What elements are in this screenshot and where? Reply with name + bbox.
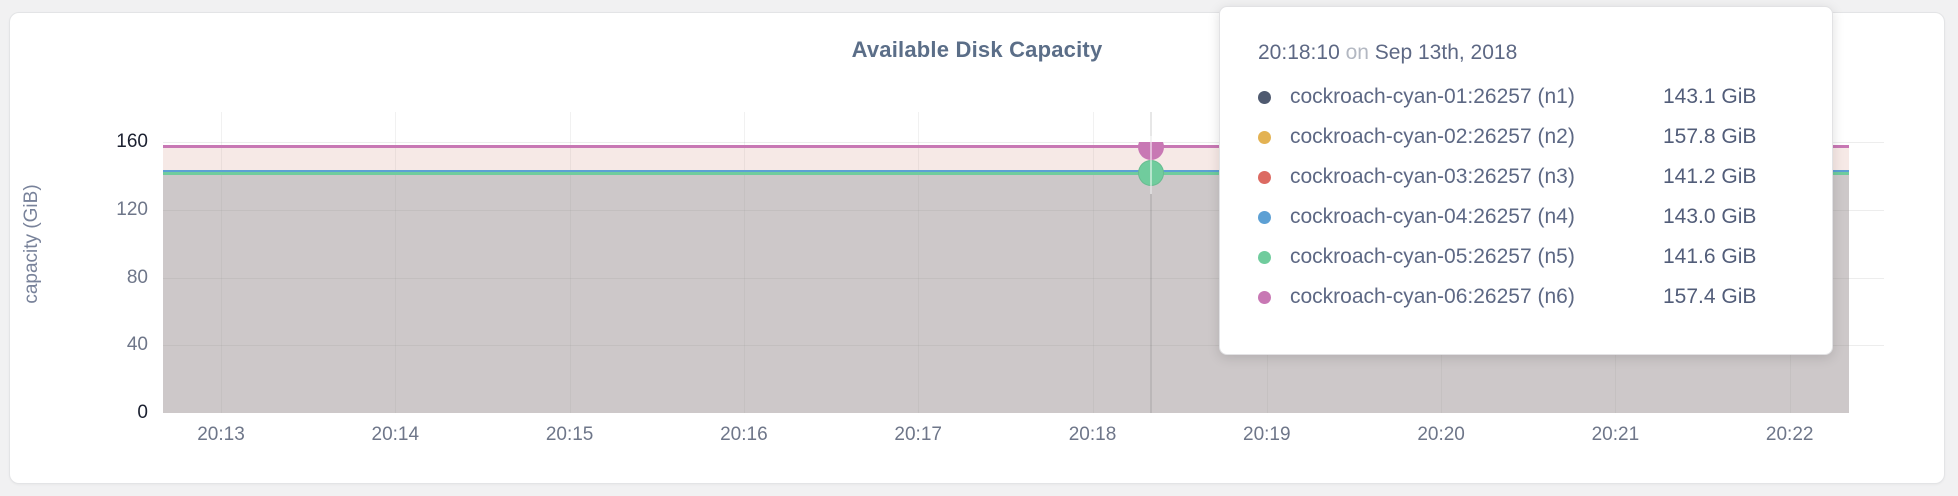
x-tick-label-20:13: 20:13 [197, 424, 245, 445]
series-line-n4 [163, 169, 1849, 173]
tooltip-on-word: on [1345, 41, 1369, 64]
series-line-n6 [163, 145, 1849, 148]
hover-guideline [1150, 112, 1152, 413]
series-value: 157.4 GiB [1663, 285, 1757, 308]
x-tick-label-20:20: 20:20 [1417, 424, 1465, 445]
y-tick-label-120: 120 [116, 198, 148, 220]
x-gridline-20:14 [395, 112, 397, 413]
y-gridline-160 [163, 142, 1884, 144]
y-gridline-40 [163, 345, 1884, 347]
series-color-dot [1258, 130, 1271, 144]
y-tick-label-40: 40 [126, 334, 148, 356]
series-value: 141.2 GiB [1663, 165, 1757, 188]
x-gridline-20:13 [221, 112, 222, 413]
y-tick-label-0: 0 [137, 402, 148, 423]
series-line-n5 [163, 172, 1849, 175]
hover-tooltip: 20:18:10 on Sep 13th, 2018 cockroach-cya… [1219, 6, 1833, 355]
series-color-dot [1258, 210, 1271, 224]
series-name: cockroach-cyan-05:26257 (n5) [1290, 245, 1575, 268]
y-tick-label-160: 160 [116, 131, 148, 153]
series-color-dot [1258, 170, 1271, 184]
x-tick-label-20:15: 20:15 [545, 424, 594, 445]
y-tick-label-80: 80 [126, 266, 148, 288]
series-name: cockroach-cyan-03:26257 (n3) [1290, 165, 1575, 188]
series-color-dot [1258, 290, 1271, 304]
series-name: cockroach-cyan-01:26257 (n1) [1290, 85, 1575, 108]
tooltip-date: Sep 13th, 2018 [1374, 41, 1518, 64]
tooltip-row-n4: cockroach-cyan-04:26257 (n4) 143.0 GiB [1258, 197, 1812, 237]
chart-title: Available Disk Capacity [851, 37, 1103, 62]
tooltip-timestamp: 20:18:10 on Sep 13th, 2018 [1258, 41, 1812, 65]
y-gridline-120 [163, 209, 1884, 211]
hover-guideline-over-markers [1150, 136, 1152, 195]
series-name: cockroach-cyan-04:26257 (n4) [1290, 205, 1575, 228]
series-value: 143.1 GiB [1663, 85, 1757, 108]
x-tick-label-20:19: 20:19 [1243, 424, 1291, 445]
tooltip-row-n1: cockroach-cyan-01:26257 (n1) 143.1 GiB [1258, 77, 1812, 117]
tooltip-series-list: cockroach-cyan-01:26257 (n1) 143.1 GiB coc… [1258, 77, 1812, 317]
x-tick-label-20:21: 20:21 [1591, 424, 1640, 445]
tooltip-row-n3: cockroach-cyan-03:26257 (n3) 141.2 GiB [1258, 157, 1812, 197]
x-gridline-20:16 [743, 112, 745, 413]
series-name: cockroach-cyan-02:26257 (n2) [1290, 125, 1575, 148]
tooltip-row-n5: cockroach-cyan-05:26257 (n5) 141.6 GiB [1258, 237, 1812, 277]
tooltip-row-n6: cockroach-cyan-06:26257 (n6) 157.4 GiB [1258, 277, 1812, 317]
x-tick-label-20:18: 20:18 [1068, 424, 1117, 445]
x-tick-label-20:14: 20:14 [371, 424, 420, 445]
x-gridline-20:17 [918, 112, 920, 413]
y-gridline-80 [163, 277, 1884, 279]
x-tick-label-20:16: 20:16 [720, 424, 768, 445]
x-tick-label-20:17: 20:17 [894, 424, 942, 445]
series-value: 141.6 GiB [1663, 245, 1757, 268]
series-value: 143.0 GiB [1663, 205, 1757, 228]
tooltip-row-n2: cockroach-cyan-02:26257 (n2) 157.8 GiB [1258, 117, 1812, 157]
x-tick-label-20:22: 20:22 [1765, 424, 1814, 445]
x-gridline-20:15 [569, 112, 571, 413]
series-color-dot [1258, 90, 1271, 104]
series-name: cockroach-cyan-06:26257 (n6) [1290, 285, 1575, 308]
x-gridline-20:18 [1092, 112, 1094, 413]
tooltip-time: 20:18:10 [1258, 41, 1340, 64]
series-color-dot [1258, 250, 1271, 264]
series-value: 157.8 GiB [1663, 125, 1757, 148]
